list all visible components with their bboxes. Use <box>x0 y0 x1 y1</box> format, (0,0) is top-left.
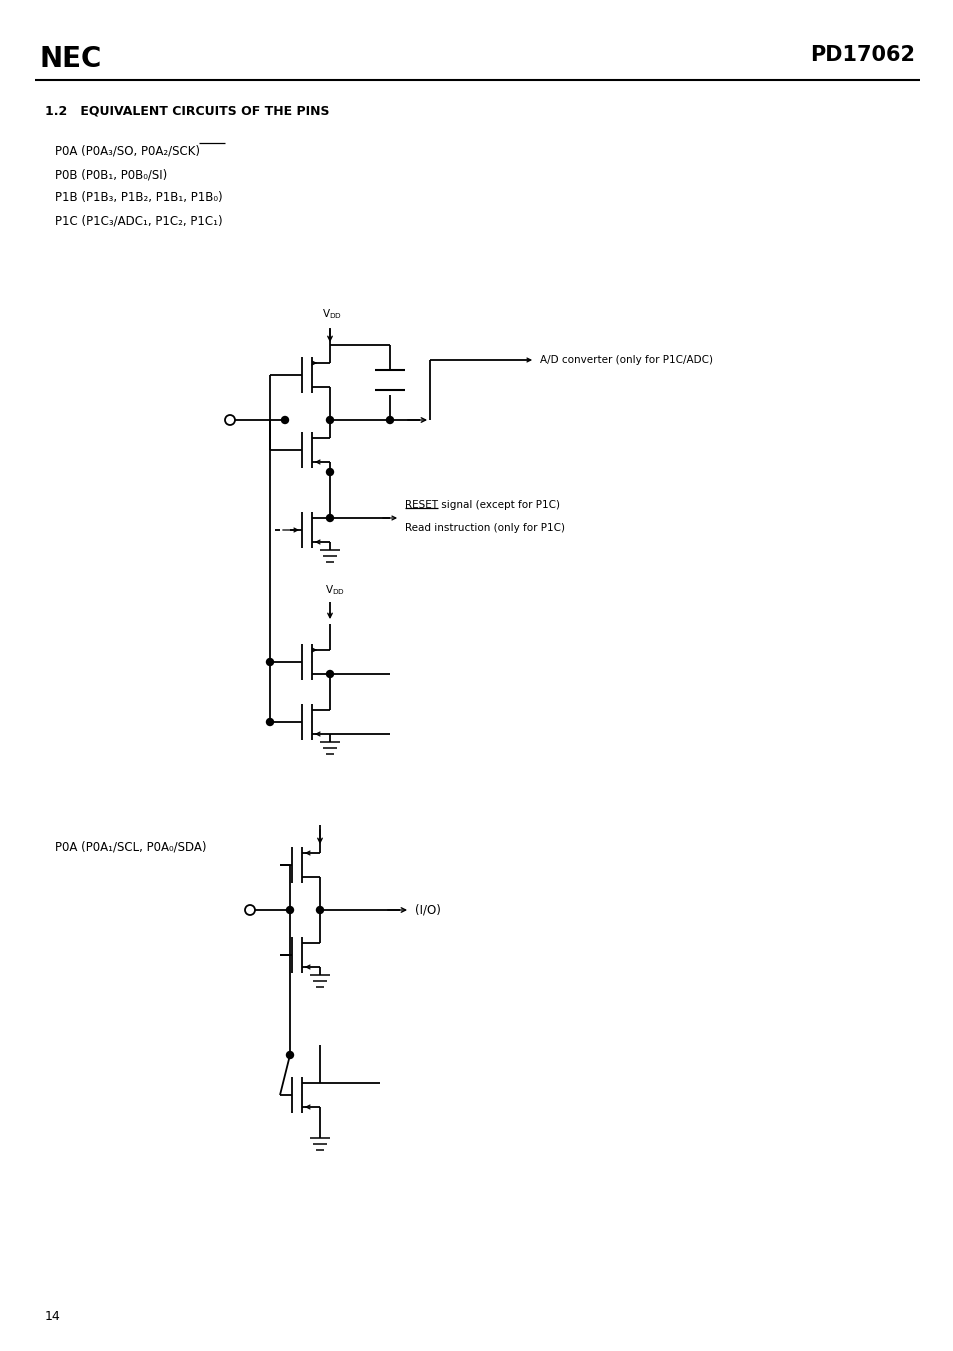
Circle shape <box>266 719 274 725</box>
Text: P1C (P1C₃/ADC₁, P1C₂, P1C₁): P1C (P1C₃/ADC₁, P1C₂, P1C₁) <box>55 213 222 227</box>
Text: $\mathrm{V_{DD}}$: $\mathrm{V_{DD}}$ <box>322 307 341 322</box>
Text: RESET signal (except for P1C): RESET signal (except for P1C) <box>405 500 559 509</box>
Circle shape <box>286 1051 294 1058</box>
Text: 14: 14 <box>45 1310 61 1323</box>
Text: A/D converter (only for P1C/ADC): A/D converter (only for P1C/ADC) <box>539 355 712 365</box>
Text: 1.2   EQUIVALENT CIRCUITS OF THE PINS: 1.2 EQUIVALENT CIRCUITS OF THE PINS <box>45 105 329 118</box>
Text: PD17062: PD17062 <box>809 45 914 65</box>
Circle shape <box>326 416 334 423</box>
Text: Read instruction (only for P1C): Read instruction (only for P1C) <box>405 523 564 534</box>
Circle shape <box>326 469 334 476</box>
Text: (I/O): (I/O) <box>415 904 440 916</box>
Circle shape <box>266 658 274 666</box>
Circle shape <box>326 515 334 521</box>
Text: P0A (P0A₁/SCL, P0A₀/SDA): P0A (P0A₁/SCL, P0A₀/SDA) <box>55 840 206 852</box>
Text: P1B (P1B₃, P1B₂, P1B₁, P1B₀): P1B (P1B₃, P1B₂, P1B₁, P1B₀) <box>55 190 222 204</box>
Text: P0A (P0A₃/SO, P0A₂/SCK): P0A (P0A₃/SO, P0A₂/SCK) <box>55 145 200 158</box>
Text: NEC: NEC <box>40 45 102 73</box>
Circle shape <box>286 907 294 913</box>
Circle shape <box>386 416 393 423</box>
Circle shape <box>326 670 334 677</box>
Text: P0B (P0B₁, P0B₀/SI): P0B (P0B₁, P0B₀/SI) <box>55 168 167 181</box>
Text: $\mathrm{V_{DD}}$: $\mathrm{V_{DD}}$ <box>325 584 345 597</box>
Circle shape <box>281 416 288 423</box>
Circle shape <box>316 907 323 913</box>
